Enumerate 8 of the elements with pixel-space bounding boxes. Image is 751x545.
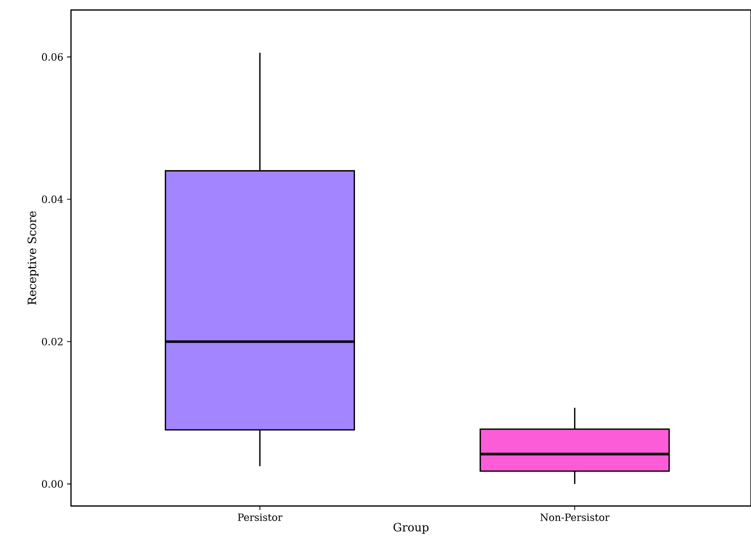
y-tick-label: 0.02 — [42, 338, 62, 346]
y-tick-label: 0.00 — [42, 480, 63, 488]
x-tick-label: Non-Persistor — [540, 514, 610, 521]
y-tick-label: 0.04 — [42, 196, 63, 204]
y-tick-label: 0.06 — [42, 53, 63, 61]
y-axis-title: Receptive Score — [28, 211, 38, 305]
x-axis-title: Group — [394, 522, 429, 534]
x-tick-label: Persistor — [238, 514, 282, 521]
